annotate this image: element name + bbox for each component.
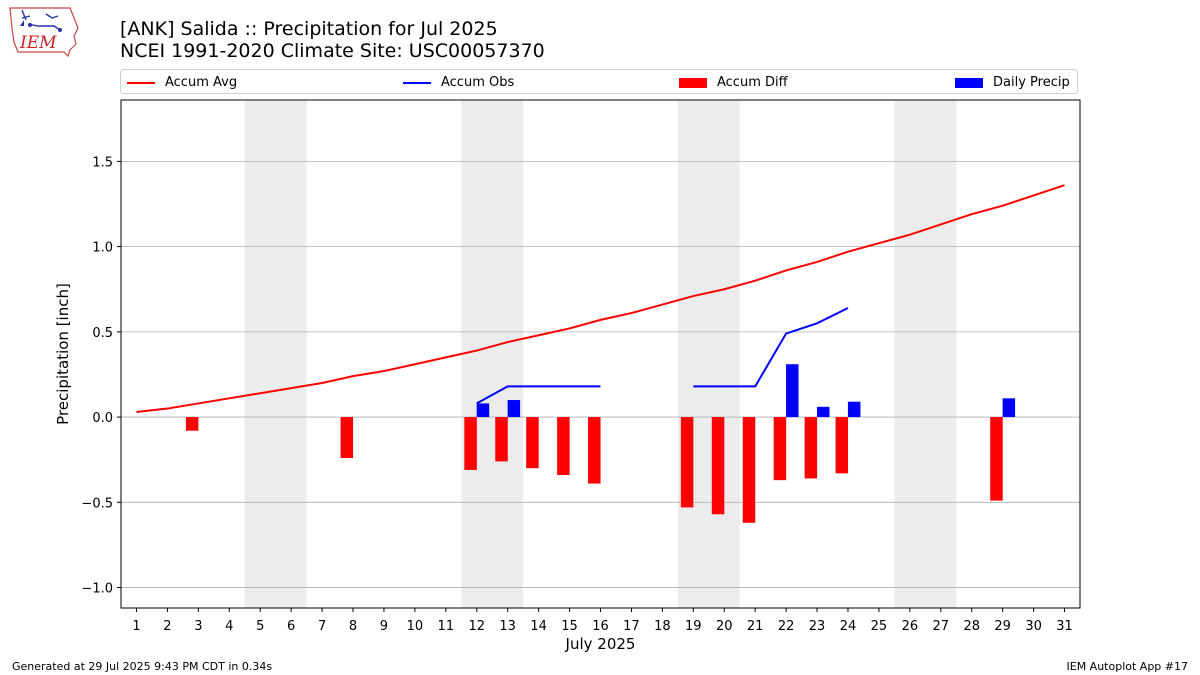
- x-tick-label: 10: [407, 619, 424, 634]
- x-tick-label: 9: [380, 619, 388, 634]
- legend-label-accum-obs: Accum Obs: [441, 75, 515, 90]
- line-layer: [136, 184, 1065, 413]
- accum-diff-bar: [588, 417, 601, 484]
- y-tick-label: 0.5: [92, 326, 113, 341]
- y-tick-label: 1.5: [92, 155, 113, 170]
- daily-precip-bar: [847, 401, 861, 418]
- x-tick-label: 12: [468, 619, 485, 634]
- accum-diff-bar: [990, 417, 1003, 501]
- accum-diff-bar: [185, 417, 199, 431]
- accum-diff-bar: [835, 417, 849, 474]
- footer-app: IEM Autoplot App #17: [1066, 660, 1189, 673]
- x-axis-ticks: 1 2 3 4 5 6 7 8 9 10 11 12 13 14 15 16 17 18 19 20 21 22 23 24 2…: [132, 608, 1073, 634]
- daily-precip-bar: [507, 400, 521, 418]
- legend-item-daily-precip: Daily Precip: [955, 70, 1070, 95]
- x-tick-label: 1: [132, 619, 140, 634]
- weekend-shade: [461, 100, 524, 608]
- x-axis-label: July 2025: [565, 635, 636, 653]
- y-tick-label: 0.0: [92, 411, 113, 426]
- x-tick-label: 13: [499, 619, 516, 634]
- x-tick-label: 11: [438, 619, 455, 634]
- y-axis-ticks: −1.0 −0.5 0.0 0.5 1.0 1.5: [81, 155, 121, 597]
- x-tick-label: 17: [623, 619, 640, 634]
- x-tick-label: 20: [716, 619, 733, 634]
- legend-swatch-daily-precip: [955, 77, 983, 88]
- x-tick-label: 14: [530, 619, 547, 634]
- accum-diff-bar: [526, 417, 539, 469]
- accum-diff-bar: [557, 417, 570, 476]
- accum-diff-bar: [711, 417, 725, 515]
- bar-layer: [185, 364, 1016, 523]
- accum-diff-bar: [680, 417, 694, 508]
- accum-avg-line: [136, 184, 1065, 413]
- x-tick-label: 7: [318, 619, 326, 634]
- chart-title: [ANK] Salida :: Precipitation for Jul 20…: [120, 18, 498, 40]
- footer-generated: Generated at 29 Jul 2025 9:43 PM CDT in …: [12, 660, 273, 673]
- x-tick-label: 19: [685, 619, 702, 634]
- y-tick-label: −1.0: [81, 582, 113, 597]
- daily-precip-bar: [1002, 398, 1016, 418]
- daily-precip-bar: [476, 403, 490, 418]
- legend-item-accum-diff: Accum Diff: [679, 70, 788, 95]
- y-axis-label: Precipitation [inch]: [54, 283, 72, 425]
- legend-label-accum-diff: Accum Diff: [717, 75, 788, 90]
- accum-diff-bar: [804, 417, 818, 479]
- accum-diff-bar: [495, 417, 508, 462]
- weekend-shade: [677, 100, 740, 608]
- x-tick-label: 8: [349, 619, 357, 634]
- x-tick-label: 25: [871, 619, 888, 634]
- weekend-shade: [894, 100, 957, 608]
- x-tick-label: 30: [1025, 619, 1042, 634]
- legend: Accum Avg Accum Obs Accum Diff Daily Pre…: [120, 69, 1078, 94]
- x-tick-label: 29: [994, 619, 1011, 634]
- logo-text: IEM: [19, 33, 57, 53]
- legend-item-accum-avg: Accum Avg: [127, 70, 237, 95]
- x-tick-label: 4: [225, 619, 233, 634]
- legend-label-accum-avg: Accum Avg: [165, 75, 238, 90]
- legend-label-daily-precip: Daily Precip: [993, 75, 1070, 90]
- legend-swatch-accum-avg: [127, 81, 155, 84]
- y-tick-label: −0.5: [81, 496, 113, 511]
- daily-precip-bar: [786, 364, 799, 418]
- x-tick-label: 3: [194, 619, 202, 634]
- x-tick-label: 6: [287, 619, 295, 634]
- x-tick-label: 5: [256, 619, 264, 634]
- x-tick-label: 31: [1056, 619, 1073, 634]
- x-tick-label: 28: [963, 619, 980, 634]
- legend-item-accum-obs: Accum Obs: [403, 70, 514, 95]
- accum-diff-bar: [464, 417, 477, 470]
- x-tick-label: 16: [592, 619, 609, 634]
- accum-obs-line: [476, 385, 601, 405]
- x-tick-label: 22: [778, 619, 795, 634]
- iem-logo: IEM: [8, 6, 82, 62]
- weekend-shading: [244, 100, 957, 608]
- legend-swatch-accum-diff: [679, 77, 707, 88]
- accum-diff-bar: [773, 417, 787, 481]
- x-tick-label: 23: [809, 619, 826, 634]
- chart-subtitle: NCEI 1991-2020 Climate Site: USC00057370: [120, 40, 545, 62]
- x-tick-label: 18: [654, 619, 671, 634]
- daily-precip-bar: [816, 406, 830, 418]
- weekend-shade: [244, 100, 307, 608]
- x-tick-label: 15: [561, 619, 578, 634]
- legend-swatch-accum-obs: [403, 81, 431, 84]
- y-tick-label: 1.0: [92, 241, 113, 256]
- accum-obs-line: [693, 307, 849, 388]
- x-tick-label: 21: [747, 619, 764, 634]
- accum-diff-bar: [742, 417, 756, 523]
- x-tick-label: 24: [840, 619, 857, 634]
- x-tick-label: 27: [933, 619, 950, 634]
- x-tick-label: 2: [163, 619, 171, 634]
- x-tick-label: 26: [902, 619, 919, 634]
- accum-diff-bar: [340, 417, 354, 458]
